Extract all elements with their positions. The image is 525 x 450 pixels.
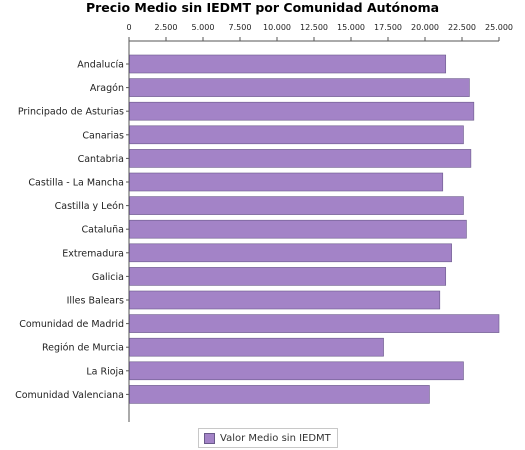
category-label: Cantabria — [78, 154, 124, 165]
bar — [129, 243, 452, 263]
category-labels: Andalucía Aragón Principado de Asturias Can… — [15, 60, 124, 401]
category-label: Comunidad de Madrid — [19, 319, 124, 330]
x-tick-label: 20.000 — [411, 23, 439, 32]
category-label: Illes Balears — [67, 296, 124, 307]
category-label: La Rioja — [86, 366, 124, 377]
chart-title: Precio Medio sin IEDMT por Comunidad Aut… — [85, 0, 440, 15]
bar — [129, 337, 384, 357]
category-label: Principado de Asturias — [18, 107, 124, 118]
x-tick-label: 10.000 — [263, 23, 291, 32]
x-tick-label: 25.000 — [485, 23, 513, 32]
category-label: Andalucía — [77, 60, 124, 71]
category-label: Comunidad Valenciana — [15, 390, 124, 401]
bar — [129, 385, 430, 404]
bar — [129, 361, 464, 381]
x-tick-label: 15.000 — [337, 23, 365, 32]
category-label: Cataluña — [81, 225, 124, 236]
x-tick-label: 17.500 — [374, 23, 402, 32]
x-tick-label: 2.500 — [155, 23, 178, 32]
bar — [129, 314, 500, 333]
x-tick-label: 22.500 — [448, 23, 476, 32]
bar — [129, 267, 447, 286]
category-label: Canarias — [82, 130, 124, 141]
category-label: Galicia — [92, 272, 124, 283]
bar — [129, 290, 441, 310]
bar — [129, 101, 475, 121]
bar — [129, 149, 472, 168]
legend: Valor Medio sin IEDMT — [198, 428, 338, 448]
category-label: Castilla y León — [55, 201, 124, 212]
bar — [129, 54, 447, 74]
bars-layer — [129, 54, 500, 404]
bar — [129, 219, 467, 239]
category-label: Castilla - La Mancha — [28, 178, 124, 189]
bar — [129, 125, 464, 145]
x-tick-label: 5.000 — [192, 23, 215, 32]
legend-label: Valor Medio sin IEDMT — [220, 432, 331, 444]
bar — [129, 172, 444, 192]
category-label: Extremadura — [62, 248, 124, 259]
category-label: Aragón — [90, 83, 124, 94]
bar — [129, 196, 464, 215]
axis-layer: 0 2.500 5.000 7.500 10.000 12.500 15.000 17.500… — [126, 23, 513, 422]
category-label: Región de Murcia — [42, 343, 124, 354]
x-tick-label: 7.500 — [229, 23, 252, 32]
bar — [129, 78, 470, 97]
x-tick-label: 12.500 — [300, 23, 328, 32]
x-tick-label: 0 — [126, 23, 131, 32]
legend-swatch — [204, 432, 215, 444]
